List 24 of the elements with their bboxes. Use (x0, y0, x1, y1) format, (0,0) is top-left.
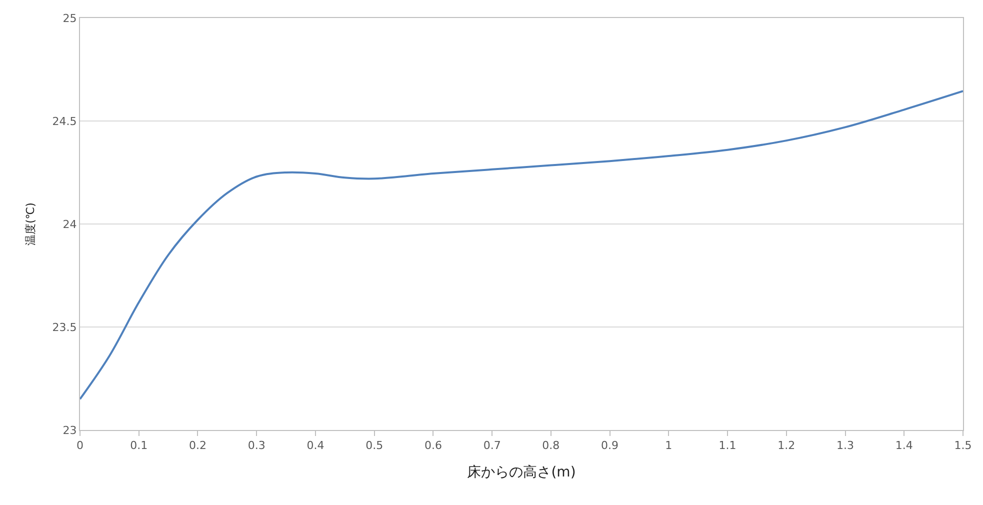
y-tick-label: 23 (62, 424, 77, 437)
x-tick-label: 1 (665, 439, 672, 452)
x-tick-label: 0.9 (601, 439, 619, 452)
x-tick-label: 0.8 (542, 439, 560, 452)
y-axis-title: 温度(℃) (24, 202, 37, 246)
y-tick-label: 23.5 (52, 320, 77, 334)
y-tick-label: 25 (62, 12, 77, 25)
line-series (80, 90, 963, 400)
x-tick-label: 0.3 (248, 439, 266, 452)
x-tick-label: 1.4 (895, 439, 913, 452)
x-tick-label: 0.5 (366, 439, 384, 452)
x-tick-label: 1.1 (718, 439, 736, 452)
y-tick-label: 24 (62, 218, 77, 231)
x-tick-label: 0.6 (424, 439, 442, 452)
x-tick-label: 1.3 (836, 439, 854, 452)
x-tick-label: 0 (76, 439, 84, 452)
x-tick-label: 0.1 (130, 439, 148, 452)
x-axis-title: 床からの高さ(m) (467, 464, 576, 480)
x-tick-label: 1.5 (954, 439, 972, 452)
x-tick-label: 1.2 (778, 439, 796, 452)
x-tick-label: 0.7 (483, 439, 501, 452)
x-tick-label: 0.2 (188, 439, 206, 452)
y-tick-label: 24.5 (52, 114, 77, 128)
x-tick-label: 0.4 (306, 439, 324, 452)
